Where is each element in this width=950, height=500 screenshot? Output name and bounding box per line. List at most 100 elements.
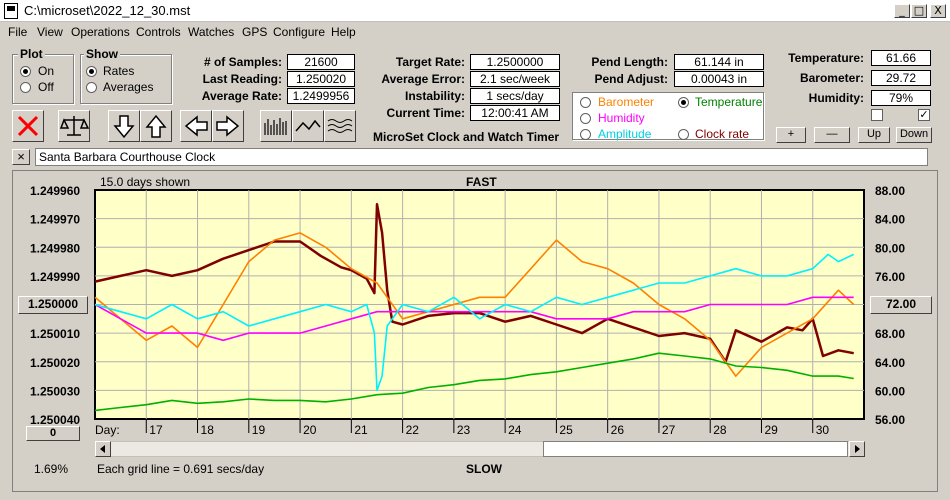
humidity-label: Humidity:: [808, 91, 864, 105]
y-right-tick: 56.00: [875, 413, 905, 427]
down-button[interactable]: Down: [896, 127, 932, 143]
barometer-label: Barometer:: [799, 71, 864, 85]
wave-view-button[interactable]: [324, 110, 356, 142]
balance-button[interactable]: [58, 110, 90, 142]
maximize-button[interactable]: □: [911, 4, 927, 18]
clock-name-input[interactable]: Santa Barbara Courthouse Clock: [35, 148, 928, 166]
menu-gps[interactable]: GPS: [242, 25, 268, 39]
menu-help[interactable]: Help: [331, 25, 356, 39]
series-temperature: [94, 352, 854, 412]
title-bar: C:\microset\2022_12_30.mst _ □ X: [0, 0, 950, 22]
pend-length-label: Pend Length:: [591, 55, 668, 69]
y-left-tick: 1.249960: [30, 184, 80, 198]
show-averages-radio[interactable]: [86, 82, 97, 93]
y-right-tick: 80.00: [875, 241, 905, 255]
up-button[interactable]: Up: [858, 127, 890, 143]
arrow-down-icon: [113, 115, 135, 139]
menu-file[interactable]: File: [8, 25, 28, 39]
average-error-field: 2.1 sec/week: [470, 71, 560, 87]
clock-rate-radio[interactable]: [678, 129, 689, 140]
last-reading-label: Last Reading:: [202, 72, 282, 86]
y-right-tick: 64.00: [875, 356, 905, 370]
y-right-tick: 76.00: [875, 270, 905, 284]
amplitude-radio[interactable]: [580, 129, 591, 140]
y-left-tick: 1.249980: [30, 241, 80, 255]
menu-watches[interactable]: Watches: [188, 25, 235, 39]
humidity-option[interactable]: Humidity: [598, 111, 645, 125]
percent-label: 1.69%: [34, 462, 69, 476]
average-error-label: Average Error:: [381, 72, 465, 86]
temperature-radio[interactable]: [678, 97, 689, 108]
average-rate-label: Average Rate:: [201, 89, 282, 103]
minus-button[interactable]: —: [814, 127, 850, 143]
plot-off-radio[interactable]: [20, 82, 31, 93]
show-rates-radio[interactable]: [86, 66, 97, 77]
clear-clock-button[interactable]: ×: [12, 149, 30, 165]
barometer-option[interactable]: Barometer: [598, 95, 655, 109]
scroll-thumb[interactable]: [543, 441, 848, 457]
app-caption: MicroSet Clock and Watch Timer: [373, 130, 560, 144]
amplitude-option[interactable]: Amplitude: [598, 127, 652, 141]
target-rate-label: Target Rate:: [395, 55, 465, 69]
center-right-button[interactable]: 72.00: [870, 296, 932, 314]
minimize-button[interactable]: _: [894, 4, 910, 18]
average-rate-field: 1.2499956: [287, 88, 355, 104]
plot-on-radio[interactable]: [20, 66, 31, 77]
up-arrow-button[interactable]: [140, 110, 172, 142]
last-reading-field: 1.250020: [287, 71, 355, 87]
temperature-label: Temperature:: [788, 51, 864, 65]
y-right-tick: 60.00: [875, 384, 905, 398]
menu-controls[interactable]: Controls: [136, 25, 181, 39]
window-title: C:\microset\2022_12_30.mst: [24, 3, 191, 18]
stop-button[interactable]: [12, 110, 44, 142]
left-arrow-button[interactable]: [180, 110, 212, 142]
pend-adjust-field: 0.00043 in: [674, 71, 764, 87]
menu-configure[interactable]: Configure: [273, 25, 326, 39]
app-icon[interactable]: [4, 3, 18, 19]
x-tick-label: 20: [303, 423, 317, 437]
center-left-button[interactable]: 1.250000: [18, 296, 88, 314]
days-shown-label: 15.0 days shown: [100, 175, 191, 189]
current-time-field: 12:00:41 AM: [470, 105, 560, 121]
day-axis-label: Day:: [95, 423, 120, 437]
series-clock-rate: [94, 203, 854, 363]
temperature-field: 61.66: [871, 50, 931, 66]
line-view-button[interactable]: [292, 110, 324, 142]
temperature-option[interactable]: Temperature: [695, 95, 763, 109]
chart-panel: [12, 170, 938, 492]
close-button[interactable]: X: [930, 4, 946, 18]
bar-chart-icon: [264, 118, 287, 135]
y-left-tick: 1.250030: [30, 384, 80, 398]
menu-view[interactable]: View: [37, 25, 63, 39]
plot-off-label: Off: [38, 80, 54, 94]
plus-button[interactable]: +: [776, 127, 806, 143]
humidity-radio[interactable]: [580, 113, 591, 124]
right-arrow-button[interactable]: [212, 110, 244, 142]
x-tick-label: 25: [559, 423, 573, 437]
wave-icon: [327, 119, 353, 133]
checkbox-2[interactable]: ✓: [918, 109, 930, 121]
x-tick-label: 29: [764, 423, 778, 437]
y-right-tick: 88.00: [875, 184, 905, 198]
checkbox-1[interactable]: [871, 109, 883, 121]
offset-button[interactable]: 0: [26, 426, 80, 441]
bar-view-button[interactable]: [260, 110, 292, 142]
samples-field: 21600: [287, 54, 355, 70]
y-left-tick: 1.249970: [30, 213, 80, 227]
arrow-left-icon: [184, 115, 208, 137]
barometer-field: 29.72: [871, 70, 931, 86]
plot-group-title: Plot: [18, 47, 45, 61]
slow-label: SLOW: [466, 462, 502, 476]
balance-scale-icon: [59, 116, 90, 136]
show-rates-label: Rates: [103, 64, 135, 78]
scroll-left-icon: [100, 445, 105, 453]
scroll-right-button[interactable]: [849, 441, 865, 457]
clock-rate-option[interactable]: Clock rate: [695, 127, 750, 141]
menu-operations[interactable]: Operations: [71, 25, 130, 39]
menu-bar: File View Operations Controls Watches GP…: [0, 22, 950, 42]
target-rate-field: 1.2500000: [470, 54, 560, 70]
scroll-left-button[interactable]: [95, 441, 111, 457]
series-humidity: [94, 296, 854, 342]
down-arrow-button[interactable]: [108, 110, 140, 142]
barometer-radio[interactable]: [580, 97, 591, 108]
